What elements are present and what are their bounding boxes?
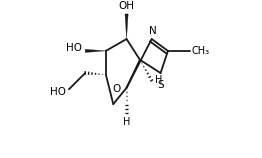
Text: CH₃: CH₃ xyxy=(192,46,210,56)
Polygon shape xyxy=(125,14,128,39)
Text: HO: HO xyxy=(66,43,82,53)
Polygon shape xyxy=(85,49,106,52)
Text: HO: HO xyxy=(50,87,66,97)
Text: S: S xyxy=(157,80,164,90)
Text: H: H xyxy=(155,75,162,85)
Text: O: O xyxy=(112,84,120,94)
Text: H: H xyxy=(123,117,130,127)
Text: N: N xyxy=(149,26,156,36)
Text: OH: OH xyxy=(119,1,135,11)
